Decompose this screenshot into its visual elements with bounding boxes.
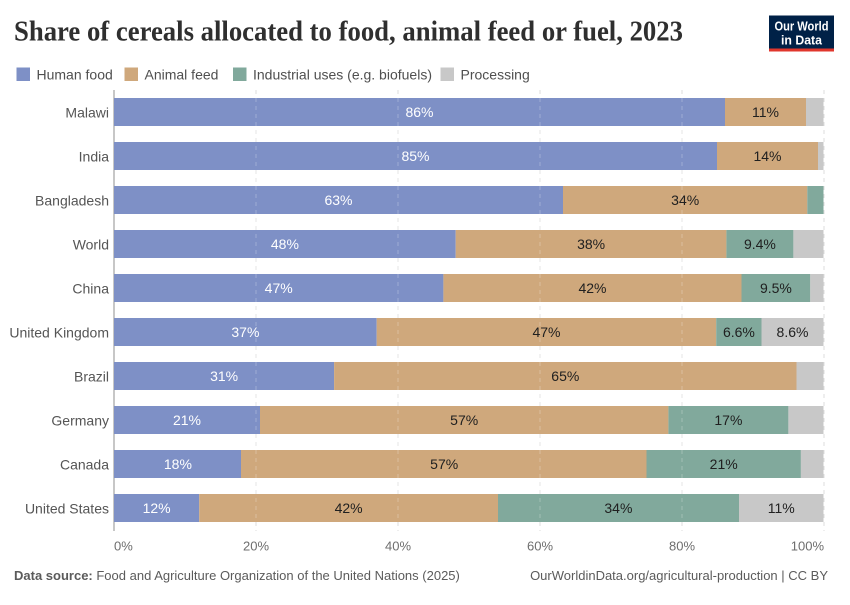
svg-text:21%: 21% xyxy=(173,412,201,428)
svg-text:World: World xyxy=(73,237,109,253)
svg-text:India: India xyxy=(79,149,110,165)
svg-text:11%: 11% xyxy=(768,500,795,516)
svg-text:34%: 34% xyxy=(671,192,699,208)
svg-text:47%: 47% xyxy=(532,324,560,340)
svg-text:57%: 57% xyxy=(450,412,478,428)
svg-text:Bangladesh: Bangladesh xyxy=(35,193,109,209)
svg-text:in Data: in Data xyxy=(781,34,823,48)
svg-text:38%: 38% xyxy=(577,236,605,252)
svg-text:34%: 34% xyxy=(604,500,632,516)
svg-text:14%: 14% xyxy=(753,148,781,164)
svg-text:40%: 40% xyxy=(385,539,411,554)
svg-text:9.5%: 9.5% xyxy=(760,280,792,296)
svg-text:60%: 60% xyxy=(527,539,553,554)
svg-text:12%: 12% xyxy=(143,500,171,516)
svg-text:8.6%: 8.6% xyxy=(777,324,809,340)
svg-text:Germany: Germany xyxy=(51,413,109,429)
svg-text:85%: 85% xyxy=(401,148,429,164)
svg-text:63%: 63% xyxy=(324,192,352,208)
svg-text:37%: 37% xyxy=(231,324,259,340)
svg-text:80%: 80% xyxy=(669,539,695,554)
svg-text:Canada: Canada xyxy=(60,457,109,473)
svg-text:Malawi: Malawi xyxy=(65,105,109,121)
svg-text:47%: 47% xyxy=(265,280,293,296)
svg-text:17%: 17% xyxy=(714,412,742,428)
svg-text:48%: 48% xyxy=(271,236,299,252)
svg-text:United States: United States xyxy=(25,501,109,517)
svg-text:Industrial uses (e.g. biofuels: Industrial uses (e.g. biofuels) xyxy=(253,67,432,83)
svg-text:65%: 65% xyxy=(551,368,579,384)
svg-text:18%: 18% xyxy=(164,456,192,472)
svg-text:0%: 0% xyxy=(114,539,133,554)
svg-text:Share of cereals allocated to: Share of cereals allocated to food, anim… xyxy=(14,17,683,48)
svg-text:OurWorldinData.org/agricultura: OurWorldinData.org/agricultural-producti… xyxy=(530,568,828,583)
svg-text:Animal feed: Animal feed xyxy=(145,67,219,83)
svg-text:21%: 21% xyxy=(710,456,738,472)
svg-text:Processing: Processing xyxy=(461,67,530,83)
svg-text:Data source: Food and Agricult: Data source: Food and Agriculture Organi… xyxy=(14,568,460,583)
svg-text:Human food: Human food xyxy=(37,67,113,83)
svg-text:11%: 11% xyxy=(752,104,779,120)
svg-text:42%: 42% xyxy=(578,280,606,296)
svg-text:Brazil: Brazil xyxy=(74,369,109,385)
svg-text:31%: 31% xyxy=(210,368,238,384)
svg-text:57%: 57% xyxy=(430,456,458,472)
svg-text:100%: 100% xyxy=(791,539,825,554)
svg-text:9.4%: 9.4% xyxy=(744,236,776,252)
svg-text:Our World: Our World xyxy=(775,20,829,34)
svg-text:42%: 42% xyxy=(335,500,363,516)
svg-text:United Kingdom: United Kingdom xyxy=(9,325,109,341)
svg-text:6.6%: 6.6% xyxy=(723,324,755,340)
svg-text:China: China xyxy=(72,281,109,297)
svg-text:86%: 86% xyxy=(405,104,433,120)
svg-text:20%: 20% xyxy=(243,539,269,554)
